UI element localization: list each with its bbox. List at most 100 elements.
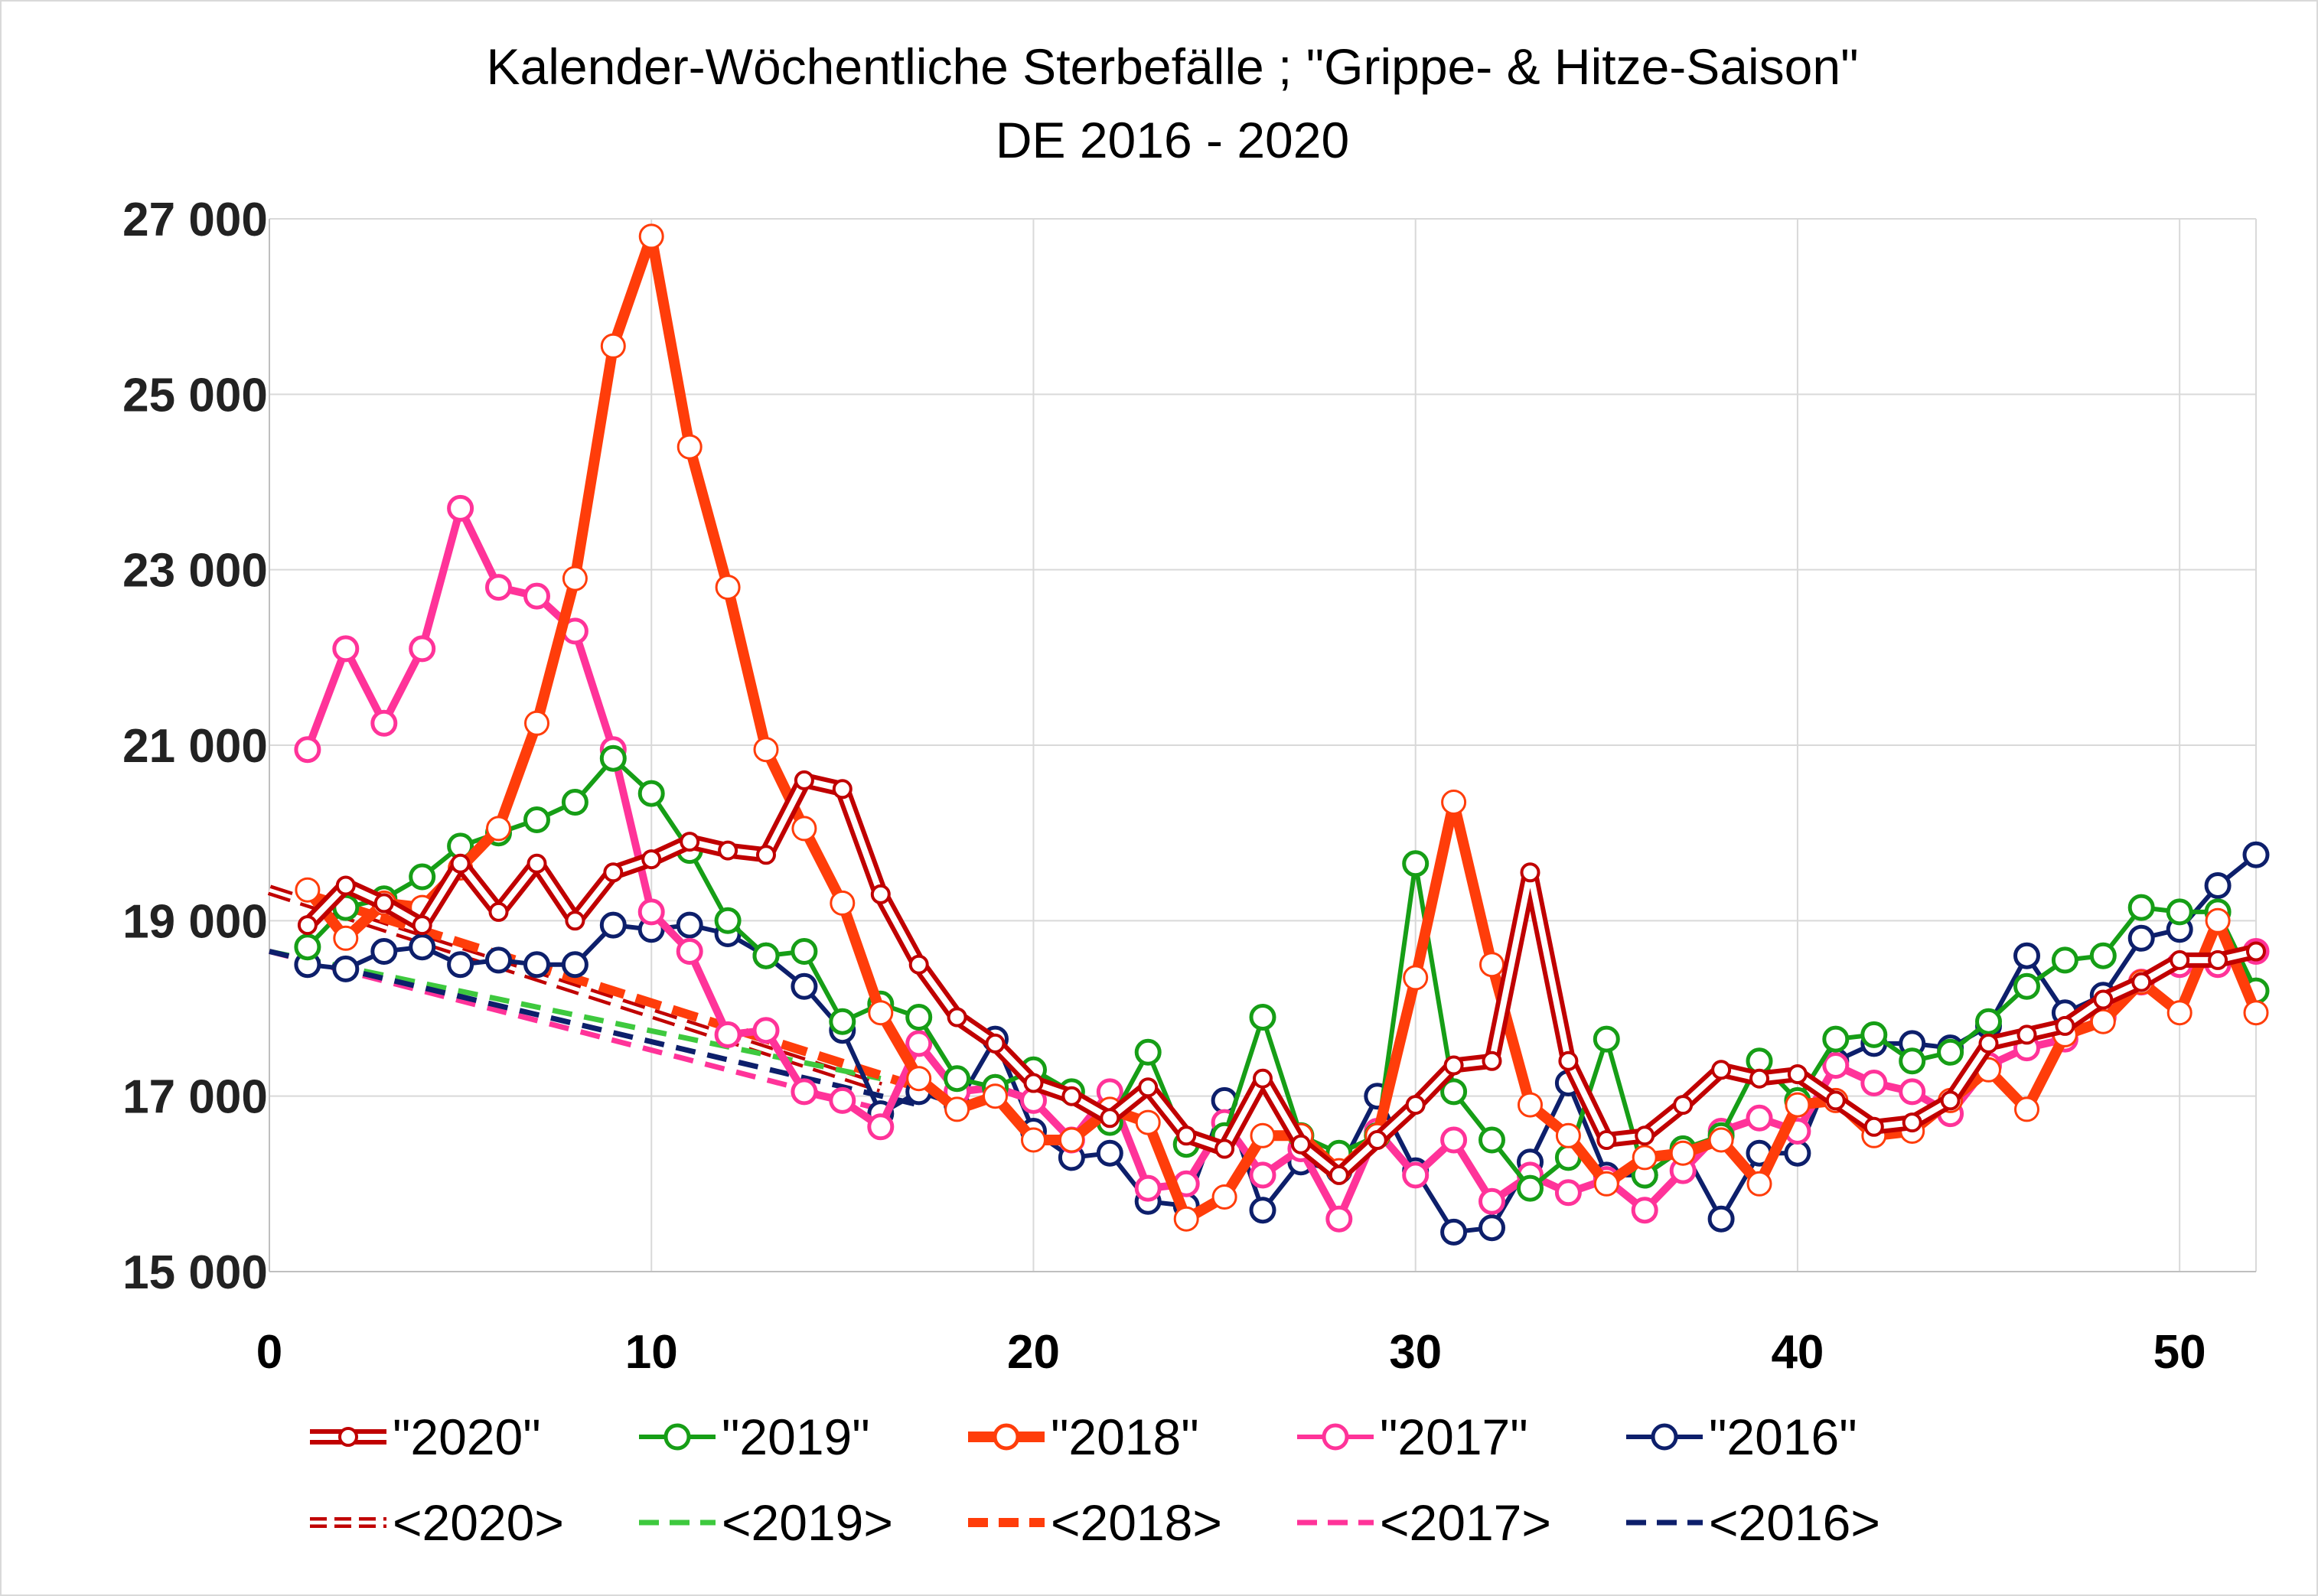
series-2017-point <box>1899 1078 1926 1106</box>
series-2019-point <box>1937 1038 1964 1066</box>
legend-2019-label: "2019" <box>722 1409 870 1465</box>
series-2016-point <box>561 951 588 979</box>
series-2016-point <box>485 946 512 974</box>
series-2017-point <box>676 938 703 965</box>
series-2020-point <box>1940 1090 1961 1111</box>
series-2018-point <box>600 333 626 359</box>
series-2019-point <box>2166 898 2193 926</box>
series-2019-point <box>1899 1047 1926 1075</box>
series-2020-point <box>527 853 547 874</box>
series-2019-point <box>1975 1008 2002 1035</box>
series-2020-point <box>2170 949 2190 970</box>
series-2017-point <box>829 1086 856 1114</box>
x-tick-label: 10 <box>625 1326 678 1379</box>
series-2017-point <box>791 1078 818 1106</box>
series-2016-point <box>523 951 550 979</box>
series-2020-point <box>2131 972 2152 992</box>
trend-2016-line <box>269 949 920 1108</box>
series-2020-point <box>1138 1077 1159 1098</box>
series-2019-point <box>1440 1078 1468 1106</box>
series-2020-point <box>794 770 814 790</box>
series-2018-point <box>830 890 856 916</box>
series-2019-point <box>2127 894 2155 921</box>
y-tick-label: 17 000 <box>122 1071 268 1124</box>
series-2020-point <box>1329 1164 1349 1185</box>
series-2018-point <box>1021 1127 1046 1153</box>
legend-trend-2018-label: <2018> <box>1051 1494 1222 1551</box>
series-2020-point <box>1482 1050 1502 1071</box>
y-tick-label: 15 000 <box>122 1246 268 1299</box>
series-2017-point <box>1402 1161 1430 1189</box>
series-2019-point <box>714 907 742 934</box>
series-2019-point <box>561 789 588 816</box>
series-2020-point <box>1978 1033 1999 1054</box>
series-2016-point <box>1784 1139 1811 1167</box>
legend-trend-2020-label: <2020> <box>393 1494 564 1551</box>
x-tick-label: 30 <box>1389 1326 1442 1379</box>
series-2018-point <box>791 816 817 842</box>
series-2020-point <box>1825 1090 1846 1111</box>
series-2020-point <box>1673 1095 1694 1116</box>
legend-2019-marker <box>663 1423 691 1451</box>
legend-trend-2016: <2016> <box>1626 1494 1880 1551</box>
series-2018-point <box>1250 1122 1276 1148</box>
series-2019-point <box>523 806 550 833</box>
series-2019-point <box>1860 1021 1888 1048</box>
legend-trend-2018: <2018> <box>968 1494 1222 1551</box>
series-2018-point <box>1441 790 1467 815</box>
legend-2018-marker <box>993 1423 1020 1451</box>
series-2017-point <box>1860 1070 1888 1096</box>
series-2017-point <box>1631 1197 1658 1224</box>
series-2018-point <box>2014 1096 2039 1122</box>
series-2019-point <box>1134 1038 1162 1066</box>
series-2017-point <box>1134 1174 1162 1202</box>
series-2017-point <box>332 635 360 663</box>
series-2016-point <box>1440 1218 1468 1246</box>
series-2019-point <box>2051 946 2078 974</box>
series-2018-point <box>715 575 741 601</box>
series-2020-point <box>641 849 662 870</box>
series-2020-point <box>2055 1015 2075 1036</box>
series-2016-point <box>2127 924 2155 952</box>
series-2019-point <box>1593 1025 1620 1053</box>
series-2018-point <box>1479 952 1505 978</box>
series-2019-point <box>944 1065 971 1093</box>
legend-2020-marker <box>338 1427 358 1447</box>
series-2020-point <box>1787 1064 1808 1084</box>
series-2020-point <box>1558 1050 1579 1071</box>
y-tick-label: 19 000 <box>122 895 268 948</box>
trend-2018-line <box>306 890 921 1092</box>
series-2020-point <box>1023 1073 1044 1093</box>
series-2020-line-inner <box>305 777 2257 1178</box>
series-2020-point <box>832 779 853 800</box>
series-2019-line <box>305 756 2258 1191</box>
series-2016-point <box>2204 872 2232 899</box>
series-2017-point <box>1554 1179 1582 1207</box>
legend-trend-2020: <2020> <box>310 1494 564 1551</box>
series-2019-point <box>2013 972 2040 1000</box>
x-tick-label: 40 <box>1771 1326 1824 1379</box>
series-2020-point <box>1061 1086 1082 1106</box>
legend-2020-label: "2020" <box>393 1409 541 1465</box>
series-2020-point <box>1405 1095 1426 1116</box>
legend-trend-2019-label: <2019> <box>722 1494 893 1551</box>
trend-2020-series <box>267 884 882 1093</box>
series-2018-point <box>486 816 511 842</box>
series-2017-point <box>447 494 474 522</box>
chart-subtitle: DE 2016 - 2020 <box>996 112 1349 168</box>
series-2016-point <box>599 911 627 939</box>
trend-2018-series <box>306 890 921 1092</box>
series-2018-point <box>1173 1206 1199 1232</box>
series-2020-point <box>2016 1024 2037 1045</box>
series-2018-point <box>676 434 703 460</box>
series-2019-point <box>2089 942 2117 969</box>
y-tick-label: 23 000 <box>122 545 268 598</box>
series-2020-point <box>1290 1134 1311 1155</box>
series-2018-point <box>295 877 321 903</box>
series-2017-point <box>1325 1205 1353 1233</box>
legend-2017: "2017" <box>1297 1409 1528 1465</box>
series-2019-point <box>294 933 321 961</box>
